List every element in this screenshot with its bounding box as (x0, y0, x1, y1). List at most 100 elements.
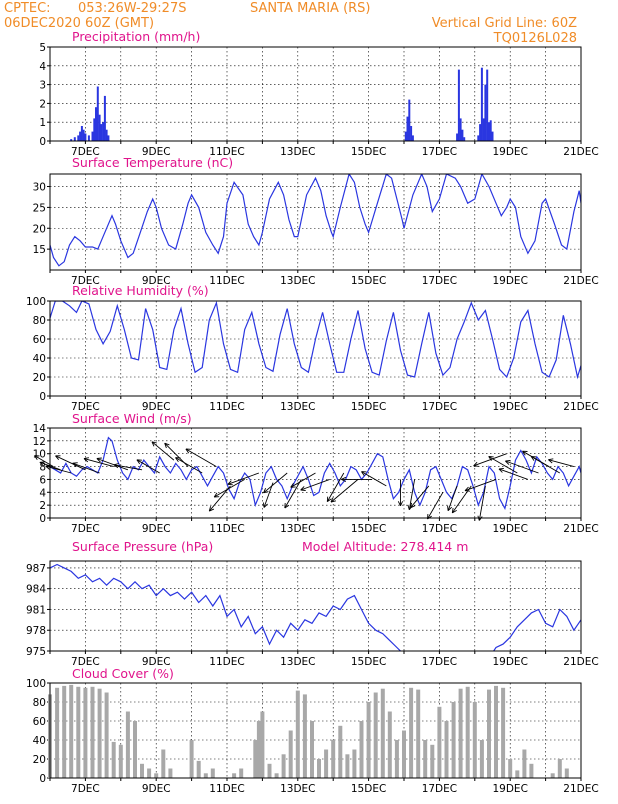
precip-ytick-label: 4 (39, 61, 46, 73)
precip-bar (77, 135, 79, 141)
cloud-bar (303, 694, 307, 778)
wind-xtick-label: 7DEC (71, 523, 100, 535)
wind-xtick-label: 15DEC (351, 523, 386, 535)
cloud-bar (529, 764, 533, 778)
precip-bar (99, 115, 101, 141)
precip-bar (490, 120, 492, 141)
cloud-bar (558, 759, 562, 778)
cloud-bar (473, 702, 477, 778)
wind-ytick-label: 12 (33, 436, 46, 448)
precip-bar (100, 124, 102, 141)
pressure-xtick-label: 21DEC (563, 656, 598, 668)
pressure-ytick-label: 987 (26, 563, 46, 575)
humidity-xtick-label: 11DEC (209, 401, 244, 413)
precip-bar (107, 135, 109, 141)
cloud-ytick-label: 0 (39, 773, 46, 785)
precip-bar (407, 117, 409, 141)
cloud-bar (352, 750, 356, 779)
cloud-xtick-label: 19DEC (492, 783, 527, 795)
cloud-bar (381, 689, 385, 778)
cloud-bar (416, 690, 420, 778)
cloud-xtick-label: 21DEC (563, 783, 598, 795)
cloud-ytick-label: 40 (33, 735, 46, 747)
precip-bar (95, 107, 97, 141)
cloud-bar (338, 726, 342, 778)
wind-xtick-label: 13DEC (280, 523, 315, 535)
humidity-xtick-label: 13DEC (280, 401, 315, 413)
precip-ytick-label: 2 (39, 98, 46, 110)
header-grid-note: Vertical Grid Line: 60Z (432, 16, 577, 31)
cloud-ytick-label: 60 (33, 716, 46, 728)
cloud-bar (275, 773, 279, 778)
wind-arrow (465, 479, 496, 491)
cloud-bar (374, 693, 378, 779)
pressure-frame (50, 561, 581, 651)
cloud-bar (565, 769, 569, 779)
cloud-bar (190, 740, 194, 778)
humidity-title: Relative Humidity (%) (72, 283, 209, 298)
cloud-xtick-label: 7DEC (71, 783, 100, 795)
cloud-xtick-label: 13DEC (280, 783, 315, 795)
cloud-bar (55, 688, 59, 778)
cloud-bar (345, 754, 349, 778)
humidity-ytick-label: 0 (39, 391, 46, 403)
pressure-ytick-label: 975 (26, 646, 46, 658)
precip-bar (410, 126, 412, 141)
precip-bar (483, 118, 485, 141)
cloud-xtick-label: 11DEC (209, 783, 244, 795)
wind-arrow (428, 492, 443, 519)
cloud-xtick-label: 15DEC (351, 783, 386, 795)
cloud-title: Cloud Cover (%) (72, 666, 174, 681)
temp-ytick-label: 25 (33, 202, 46, 214)
cloud-ytick-label: 20 (33, 754, 46, 766)
wind-ytick-label: 14 (33, 423, 47, 435)
precip-bar (74, 137, 76, 141)
cloud-bar (98, 689, 102, 778)
humidity-xtick-label: 19DEC (492, 401, 527, 413)
cloud-bar (331, 740, 335, 778)
cloud-bar (119, 745, 123, 778)
cloud-bar (257, 721, 261, 778)
wind-arrow (327, 473, 344, 502)
wind-arrow (362, 472, 387, 486)
precip-xtick-label: 17DEC (422, 146, 457, 158)
pressure-xtick-label: 11DEC (209, 656, 244, 668)
precip-ytick-label: 5 (39, 42, 46, 54)
cloud-bar (126, 712, 130, 779)
cloud-bar (487, 690, 491, 778)
pressure-xtick-label: 15DEC (351, 656, 386, 668)
wind-xtick-label: 9DEC (142, 523, 171, 535)
cloud-xtick-label: 9DEC (142, 783, 171, 795)
cloud-bar (437, 707, 441, 778)
cloud-bar (452, 702, 456, 778)
wind-title: Surface Wind (m/s) (72, 411, 192, 426)
wind-ytick-label: 6 (39, 474, 46, 486)
cloud-bar (91, 687, 95, 778)
header-model: TQ0126L028 (493, 31, 577, 46)
humidity-xtick-label: 15DEC (351, 401, 386, 413)
precip-title: Precipitation (mm/h) (72, 29, 200, 44)
precip-bar (486, 70, 488, 141)
pressure-title: Surface Pressure (hPa) (72, 539, 213, 554)
temp-series-line (50, 174, 581, 266)
humidity-xtick-label: 21DEC (563, 401, 598, 413)
header-location: SANTA MARIA (RS) (250, 1, 371, 16)
humidity-ytick-label: 100 (26, 296, 46, 308)
header-coords: 053:26W-29:27S (78, 1, 186, 16)
cloud-bar (409, 688, 413, 778)
wind-ytick-label: 2 (39, 500, 46, 512)
cloud-bar (289, 731, 293, 779)
cloud-bar (317, 759, 321, 778)
precip-bar (456, 134, 458, 142)
wind-arrow (548, 459, 574, 467)
temp-xtick-label: 11DEC (209, 275, 244, 287)
wind-arrow (186, 449, 217, 467)
cloud-ytick-label: 80 (33, 697, 46, 709)
cloud-xtick-label: 17DEC (422, 783, 457, 795)
temp-ytick-label: 20 (33, 223, 46, 235)
temp-xtick-label: 19DEC (492, 275, 527, 287)
